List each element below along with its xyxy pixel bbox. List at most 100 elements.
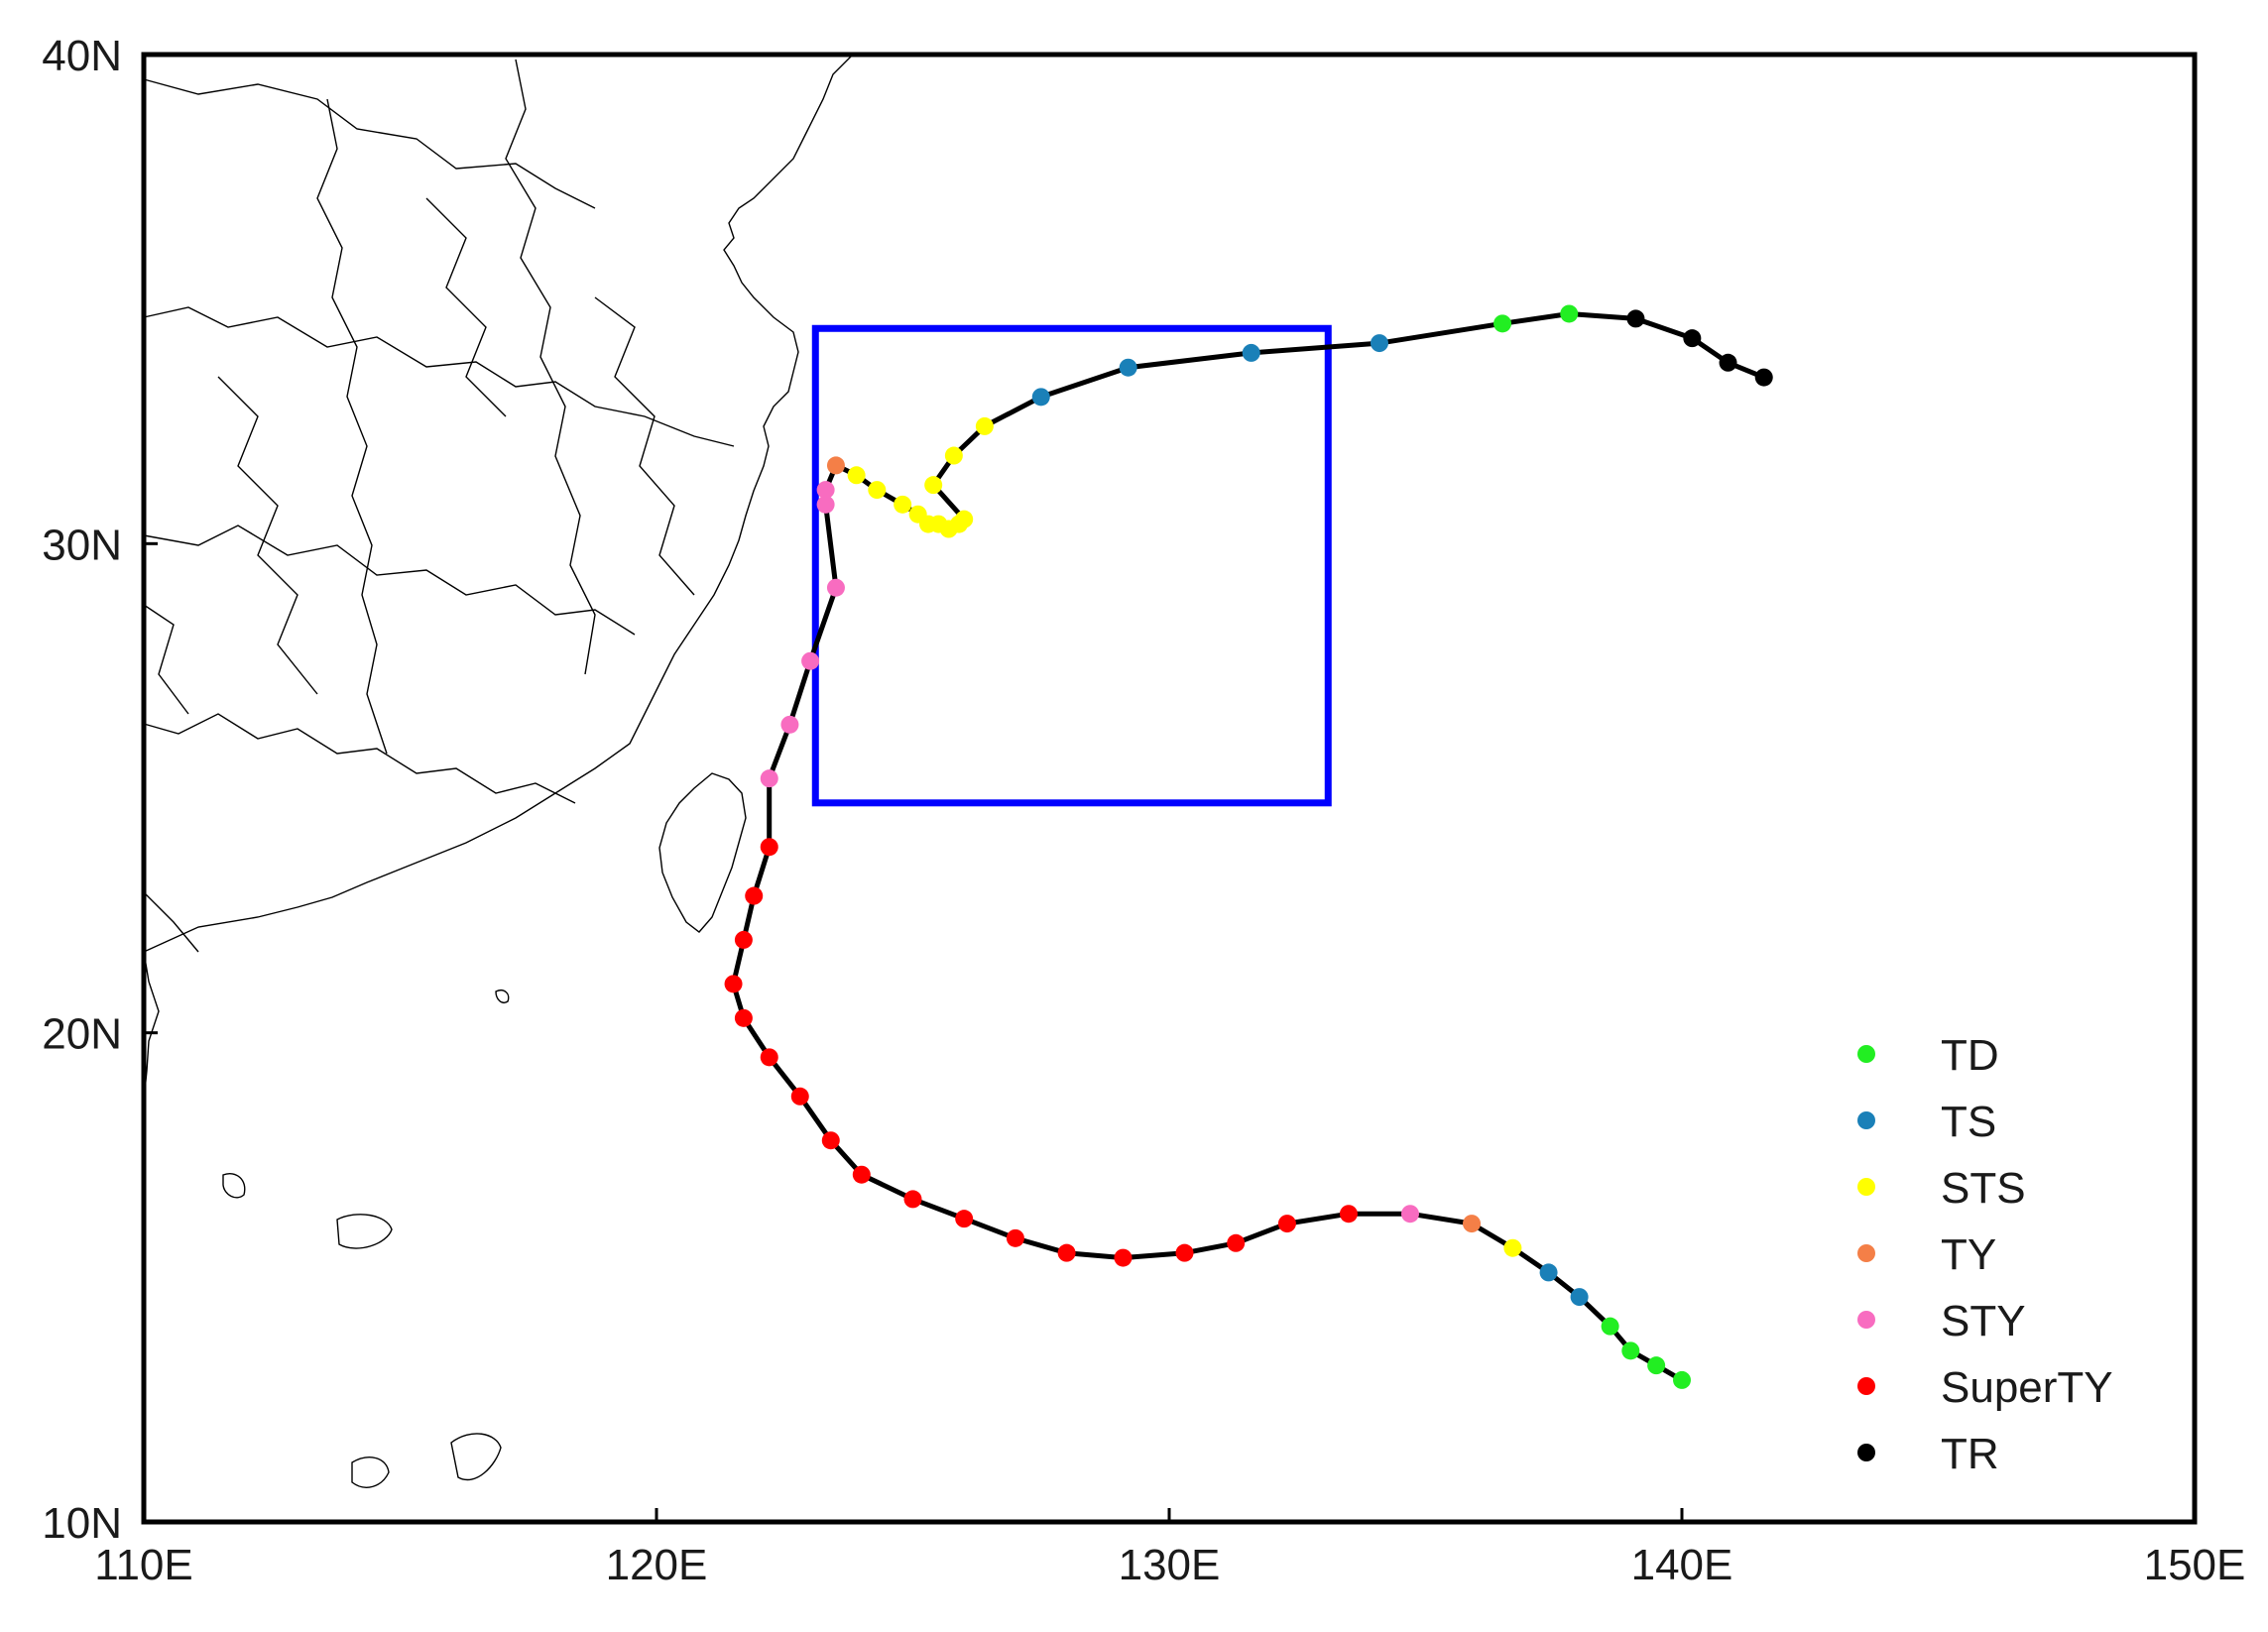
track-point-superty [852,1165,871,1184]
track-point-superty [1175,1243,1194,1262]
y-axis-ticks: 10N 20N 30N 40N [42,32,158,1548]
island-group-1 [336,1214,393,1249]
island-group-3 [351,1457,390,1488]
track-point-td [1647,1356,1666,1375]
china-coastline [143,54,854,953]
legend: TD TS STS TY STY SuperTY TR [1857,1031,2113,1478]
track-point-sty [1400,1205,1419,1224]
province-border-3 [143,525,636,636]
island-group-4 [222,1173,246,1199]
island-group-5 [495,990,510,1003]
legend-label-tr: TR [1941,1430,1999,1478]
x-tick-label: 140E [1631,1541,1733,1589]
track-point-superty [760,838,778,857]
region-box-layer [811,324,1332,807]
track-point-superty [1227,1233,1246,1252]
y-tick-label: 10N [42,1499,122,1548]
track-point-superty [1057,1243,1076,1262]
track-points-layer [724,304,1773,1389]
province-border-1 [143,78,596,209]
legend-label-sty: STY [1941,1297,2026,1345]
track-point-ty [1463,1215,1482,1233]
province-border-6 [505,58,596,675]
track-point-ty [826,456,845,475]
legend-marker-superty [1857,1377,1875,1395]
track-point-tr [1626,309,1645,328]
legend-label-ty: TY [1941,1230,1996,1279]
track-point-tr [1719,353,1737,372]
track-point-superty [734,930,753,949]
track-point-sts [847,466,866,485]
legend-marker-td [1857,1045,1875,1063]
track-point-sts [894,495,912,514]
x-tick-label: 150E [2144,1541,2246,1589]
x-tick-label: 110E [94,1541,193,1589]
track-point-td [1621,1341,1640,1360]
legend-marker-ts [1857,1111,1875,1129]
legend-marker-ty [1857,1244,1875,1262]
track-point-sty [760,769,778,788]
track-point-superty [724,975,743,993]
track-layer [731,311,1767,1383]
province-border-5 [316,98,388,755]
x-tick-label: 120E [606,1541,708,1589]
track-point-sts [955,510,974,528]
province-border-4 [143,713,576,804]
track-point-ts [1370,334,1388,353]
province-border-9 [425,197,507,417]
track-point-sty [780,715,799,734]
track-point-td [1493,314,1512,333]
track-point-sty [826,578,845,597]
track-point-superty [734,1008,753,1027]
track-point-td [1601,1317,1619,1336]
track-point-superty [745,886,764,905]
track-point-sty [801,651,820,670]
legend-label-superty: SuperTY [1941,1363,2113,1412]
track-point-ts [1242,343,1260,362]
island-group-2 [450,1433,502,1481]
y-tick-label: 20N [42,1010,122,1059]
x-tick-label: 130E [1119,1541,1221,1589]
region-box [811,324,1332,807]
track-point-tr [1683,329,1702,348]
y-tick-label: 30N [42,521,122,569]
track-point-sts [868,481,887,500]
track-point-sts [944,446,963,465]
track-point-sty [816,495,835,514]
track-point-ts [1570,1288,1589,1307]
track-point-superty [1006,1228,1024,1247]
legend-label-td: TD [1941,1031,1999,1080]
legend-label-sts: STS [1941,1164,2026,1213]
track-point-tr [1754,368,1773,387]
track-point-superty [903,1190,922,1209]
legend-marker-sty [1857,1311,1875,1329]
y-tick-label: 40N [42,32,122,80]
province-border-7 [217,376,318,695]
x-axis-ticks: 110E 120E 130E 140E 150E [94,1508,2245,1589]
track-point-superty [955,1210,974,1228]
province-border-11 [143,891,199,953]
taiwan-island [658,772,747,933]
land-boundaries [143,54,854,1488]
track-point-superty [1277,1215,1296,1233]
track-point-superty [821,1131,840,1150]
province-border-2 [143,306,735,447]
track-point-sts [1503,1238,1522,1257]
track-point-ts [1539,1263,1558,1282]
track-point-superty [1114,1248,1133,1267]
legend-marker-sts [1857,1178,1875,1196]
province-border-8 [594,296,695,596]
track-point-td [1560,304,1579,323]
track-point-sty [816,481,835,500]
track-line [731,311,1767,1383]
legend-marker-tr [1857,1444,1875,1461]
track-point-ts [1119,358,1137,377]
track-point-ts [1031,388,1050,407]
track-point-sts [924,476,943,495]
province-border-10 [143,604,189,715]
track-point-superty [760,1048,778,1067]
track-point-td [1673,1370,1691,1389]
track-point-superty [1339,1205,1358,1224]
